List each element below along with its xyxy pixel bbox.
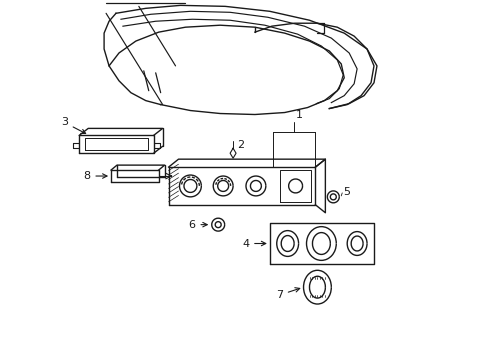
Text: 5: 5 [343, 187, 349, 197]
Text: 7: 7 [275, 288, 299, 300]
Text: 4: 4 [242, 239, 265, 248]
Text: 1: 1 [295, 111, 302, 121]
Text: 6: 6 [188, 220, 207, 230]
Text: 8: 8 [83, 171, 107, 181]
Text: 3: 3 [61, 117, 85, 134]
Text: 2: 2 [237, 140, 244, 150]
